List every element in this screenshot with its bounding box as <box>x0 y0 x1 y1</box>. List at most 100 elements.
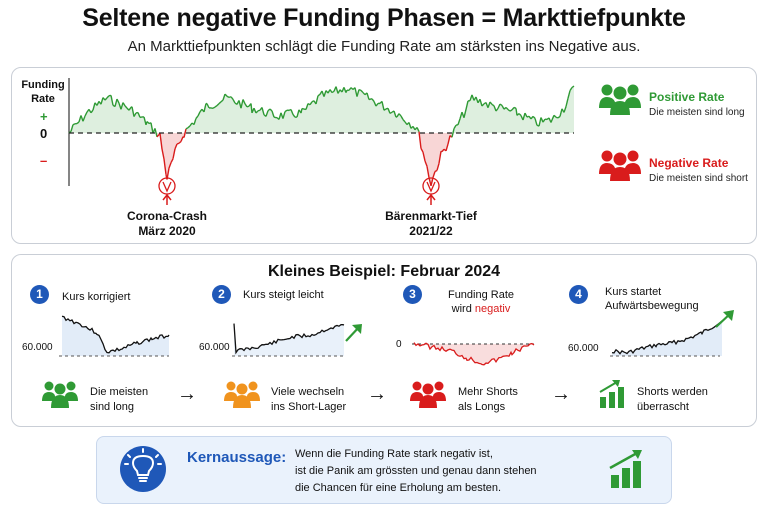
funding-line-segment <box>513 106 517 109</box>
funding-line-segment <box>284 109 288 113</box>
funding-line-segment <box>265 110 269 117</box>
event-marker-v <box>162 181 172 193</box>
step-value-label-1: 60.000 <box>22 342 53 353</box>
funding-line-segment <box>329 89 333 93</box>
funding-line-segment <box>172 148 176 159</box>
funding-line-segment <box>495 107 499 112</box>
funding-line-segment <box>465 100 469 110</box>
funding-line-segment <box>387 108 391 114</box>
funding-line-segment <box>430 177 434 186</box>
step-value-label-3: 0 <box>396 339 402 350</box>
funding-line-segment <box>509 109 513 112</box>
funding-line-segment <box>400 115 404 120</box>
funding-line-segment <box>491 103 495 107</box>
funding-line-segment <box>315 95 319 105</box>
funding-line-segment <box>133 112 137 117</box>
legend-positive-subtitle: Die meisten sind long <box>649 107 745 118</box>
funding-line-segment <box>534 118 538 126</box>
funding-line-segment <box>230 96 234 100</box>
funding-line-segment <box>507 108 511 112</box>
funding-line-segment <box>311 100 315 103</box>
trend-arrow-up-icon <box>715 310 734 328</box>
funding-line-segment <box>197 111 201 117</box>
flow-arrow-3: → <box>551 383 571 405</box>
event-arrow-head <box>426 193 436 201</box>
step-desc-4: Shorts werden überrascht <box>637 386 708 413</box>
funding-line-segment <box>569 87 573 92</box>
funding-line-segment <box>131 106 135 117</box>
funding-line-segment <box>76 121 80 125</box>
funding-line-segment <box>154 128 158 138</box>
mini-charts <box>42 310 734 408</box>
funding-line-segment <box>253 107 257 114</box>
funding-line-segment <box>420 148 424 153</box>
funding-line-segment <box>418 131 422 149</box>
funding-line-segment <box>137 112 141 118</box>
legend-positive-title: Positive Rate <box>649 90 725 104</box>
funding-line-segment <box>222 93 226 101</box>
funding-line-segment <box>503 106 507 110</box>
minus-sign: – <box>40 153 48 168</box>
funding-line-segment <box>565 98 569 107</box>
funding-line-segment <box>170 158 174 164</box>
step-desc-3: Mehr Shorts als Longs <box>458 386 518 413</box>
step-desc-2: Viele wechseln ins Short-Lager <box>271 386 347 413</box>
funding-line-segments <box>68 85 575 186</box>
funding-line-segment <box>116 98 120 104</box>
people-icon-green <box>599 84 641 115</box>
funding-line-segment <box>362 92 366 96</box>
takeaway-key: Kernaussage: <box>187 449 287 466</box>
funding-line-segment <box>267 108 271 112</box>
funding-line-segment <box>436 163 440 171</box>
step-label-3: Funding Rate wird negativ <box>447 289 515 315</box>
funding-line-segment <box>455 124 459 126</box>
mini-chart-2-line <box>233 323 345 355</box>
funding-line-segment <box>261 107 265 115</box>
funding-line-segment <box>255 110 259 114</box>
event-marker-corona <box>158 177 176 205</box>
page-subtitle: An Markttiefpunkten schlägt die Funding … <box>127 38 641 55</box>
negative-area <box>69 133 574 186</box>
funding-line-segment <box>150 122 154 134</box>
funding-line-segment <box>300 108 303 114</box>
funding-line-segment <box>187 125 191 129</box>
funding-line-segment <box>185 127 189 130</box>
funding-line-segment <box>526 115 530 118</box>
funding-line-segment <box>516 113 520 116</box>
funding-line-segment <box>553 114 557 118</box>
legend-negative-subtitle: Die meisten sind short <box>649 173 748 184</box>
funding-line-segment <box>271 110 275 118</box>
funding-line-segment <box>82 115 86 122</box>
funding-line-segment <box>296 109 300 118</box>
event-marker-baerenmarkt <box>422 177 440 205</box>
funding-line-segment <box>212 106 216 109</box>
funding-line-segment <box>515 108 518 116</box>
trend-arrow-up-icon <box>345 324 362 342</box>
bar-chart-up-icon <box>609 450 642 488</box>
funding-line-segment <box>385 107 389 110</box>
mini-chart-4 <box>610 310 734 357</box>
funding-line-segment <box>493 105 497 112</box>
step-number-1: 1 <box>30 285 49 304</box>
funding-line-segment <box>524 112 528 118</box>
funding-line-segment <box>445 143 449 152</box>
flow-arrow-2: → <box>367 383 387 405</box>
step-number-4: 4 <box>569 285 588 304</box>
funding-line-segment <box>335 86 339 94</box>
funding-line-segment <box>84 111 88 117</box>
funding-line-segment <box>226 95 230 98</box>
funding-line-segment <box>373 101 377 107</box>
funding-line-segment <box>203 103 207 113</box>
event-arrow-head <box>162 193 172 201</box>
funding-line-segment <box>402 119 406 123</box>
funding-line-segment <box>434 169 438 173</box>
funding-line-segment <box>163 158 167 175</box>
funding-line-segment <box>216 103 220 107</box>
funding-line-segment <box>176 142 180 145</box>
funding-line-segment <box>292 114 296 118</box>
funding-line-segment <box>240 99 244 109</box>
funding-line-segment <box>114 98 118 107</box>
funding-line-segment <box>499 103 503 107</box>
funding-line-segment <box>168 162 172 169</box>
funding-line-segment <box>195 115 199 119</box>
